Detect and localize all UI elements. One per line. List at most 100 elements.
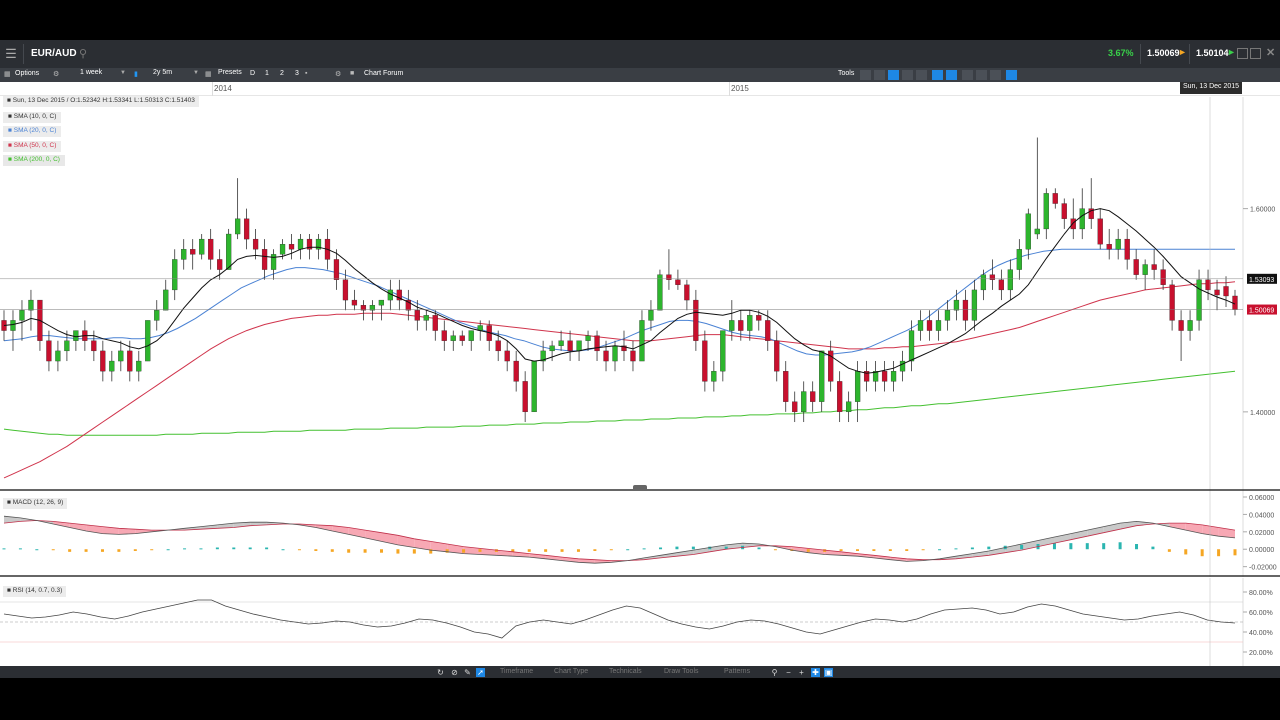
settings-icon[interactable]: ⚙ (335, 71, 342, 78)
macd-histogram-bar (429, 549, 433, 554)
candle-body (926, 320, 933, 331)
candle-body (378, 299, 385, 306)
search-icon[interactable]: ⚲ (771, 668, 778, 677)
macd-fill (397, 535, 415, 548)
popout-icon[interactable] (1250, 48, 1261, 59)
price-chart[interactable]: 1.60000 1.40000 1.53093 1.50069 (0, 97, 1280, 491)
menu-icon[interactable]: ☰ (5, 46, 17, 61)
print-icon[interactable] (990, 70, 1001, 80)
macd-fill (873, 555, 891, 560)
candle-body (989, 274, 996, 280)
bid-price[interactable]: 1.50069 (1147, 48, 1180, 58)
preset-3[interactable]: 3 (295, 70, 299, 77)
pointer-tool-icon[interactable] (860, 70, 871, 80)
text-tool-icon[interactable] (888, 70, 899, 80)
macd-label[interactable]: ■ MACD (12, 26, 9) (3, 498, 68, 509)
macd-histogram-bar (773, 549, 777, 551)
macd-fill (1218, 527, 1235, 538)
legend-sma50[interactable]: ■ SMA (50, 0, C) (3, 141, 62, 152)
chart-toolbar: ▦ Options ⚙ 1 week ▼ ▮ 2y 5m ▼ ▦ Presets… (0, 68, 1280, 82)
share-icon[interactable] (1006, 70, 1017, 80)
preset-2[interactable]: 2 (280, 70, 284, 77)
search-icon[interactable]: ⚲ (79, 48, 88, 60)
macd-histogram-bar (215, 547, 219, 550)
draw-tools-menu[interactable]: Draw Tools (664, 668, 699, 675)
candle-body (270, 254, 277, 270)
candle-body (854, 371, 861, 402)
chevron-down-icon[interactable]: ▼ (193, 70, 199, 76)
options-button[interactable]: Options (15, 70, 40, 77)
divider (1140, 44, 1141, 64)
interval-select[interactable]: 1 week (80, 69, 102, 81)
macd-histogram-bar (675, 546, 679, 550)
scale-tool-icon[interactable] (962, 70, 973, 80)
lock-icon[interactable]: ▮ (134, 71, 138, 78)
options-icon[interactable]: ▦ (4, 71, 11, 78)
sma50-line (3, 281, 1236, 479)
fit-icon[interactable]: ✚ (811, 668, 820, 677)
grid-tool-icon[interactable] (902, 70, 913, 80)
preset-1[interactable]: 1 (265, 70, 269, 77)
macd-histogram-bar (1020, 544, 1024, 550)
candle-body (908, 330, 915, 362)
candle-body (306, 238, 313, 250)
range-select[interactable]: 2y 5m (153, 69, 172, 81)
zoom-tool-icon[interactable] (946, 70, 957, 80)
close-icon[interactable]: ✕ (1266, 47, 1276, 59)
ask-price[interactable]: 1.50104 (1196, 48, 1229, 58)
price-tick-label: 1.60000 (1250, 207, 1275, 214)
macd-histogram-bar (51, 549, 55, 551)
macd-fill (463, 546, 480, 555)
candle-body (801, 391, 807, 413)
chat-icon[interactable]: ■ (350, 70, 355, 77)
rsi-label[interactable]: ■ RSI (14, 0.7, 0.3) (3, 586, 67, 597)
zoom-in-icon[interactable]: + (799, 668, 804, 677)
candle-body (810, 391, 816, 402)
macd-chart[interactable]: 0.06000 0.04000 0.02000 0.00000 -0.02000 (0, 491, 1280, 577)
timeframe-menu[interactable]: Timeframe (500, 668, 534, 675)
candle-body (720, 330, 726, 372)
preset-day[interactable]: D (250, 70, 256, 77)
crosshair-tool-icon[interactable] (916, 70, 927, 80)
legend-sma20[interactable]: ■ SMA (20, 0, C) (3, 126, 62, 137)
candle-body (109, 360, 115, 372)
macd-fill (1185, 523, 1203, 534)
chart-forum-button[interactable]: Chart Forum (364, 70, 404, 77)
patterns-menu[interactable]: Patterns (724, 668, 751, 675)
rsi-chart[interactable]: 80.00% 60.00% 40.00% 20.00% (0, 578, 1280, 666)
chevron-down-icon[interactable]: ▼ (120, 70, 126, 76)
macd-fill (578, 558, 595, 564)
macd-tick-label: 0.06000 (1249, 495, 1274, 502)
layout-icon[interactable]: ▣ (824, 668, 833, 677)
bid-arrow-icon: ► (1178, 47, 1187, 57)
trade-icon[interactable] (1237, 48, 1248, 59)
candle-body (738, 320, 744, 331)
technicals-menu[interactable]: Technicals (609, 668, 642, 675)
candle-body (1124, 238, 1130, 260)
legend-sma10[interactable]: ■ SMA (10, 0, C) (3, 112, 62, 123)
preset-more-icon[interactable]: ▪ (305, 70, 308, 77)
candle-body (693, 299, 699, 341)
pencil-icon[interactable]: ✎ (464, 668, 471, 677)
macd-histogram-bar (330, 549, 334, 552)
bubble-tool-icon[interactable] (976, 70, 987, 80)
macd-fill (430, 541, 448, 552)
calendar-icon[interactable]: ▦ (205, 71, 212, 78)
chart-type-menu[interactable]: Chart Type (554, 668, 589, 675)
erase-icon[interactable]: ⊘ (451, 668, 458, 677)
macd-tick-label: -0.02000 (1249, 565, 1277, 572)
symbol-label[interactable]: EUR/AUD (31, 48, 77, 59)
legend-sma200[interactable]: ■ SMA (200, 0, C) (3, 155, 65, 166)
zoom-out-icon[interactable]: − (786, 668, 791, 677)
refresh-icon[interactable]: ↻ (437, 668, 444, 677)
percent-tool-icon[interactable] (874, 70, 885, 80)
candle-body (208, 238, 214, 260)
zero-line-tool-icon[interactable] (932, 70, 943, 80)
cursor-date-badge: Sun, 13 Dec 2015 (1180, 82, 1243, 94)
candle-body (190, 249, 196, 255)
candle-body (450, 335, 456, 341)
macd-tick-label: 0.00000 (1249, 547, 1274, 554)
gear-icon[interactable]: ⚙ (53, 71, 60, 78)
cursor-icon[interactable]: ➚ (476, 668, 485, 677)
candle-body (1097, 218, 1103, 245)
